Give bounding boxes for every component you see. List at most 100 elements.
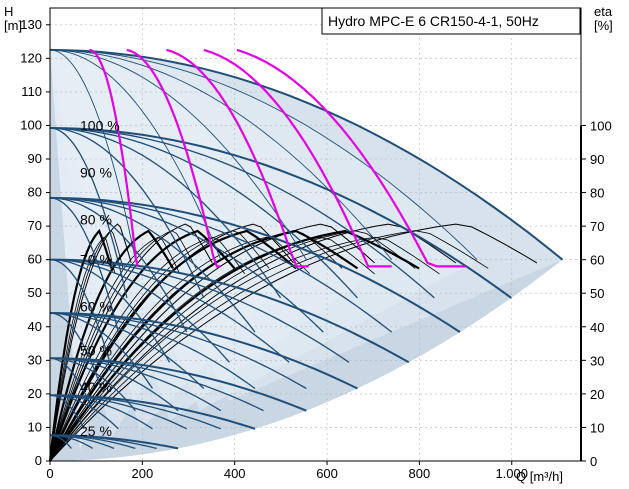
chart-title-box xyxy=(321,7,581,35)
y-tick-label: 110 xyxy=(21,84,42,99)
y2-axis-unit: [%] xyxy=(594,18,613,33)
system-curve-3 xyxy=(166,48,309,268)
y-tick-label: 130 xyxy=(20,17,42,32)
x-tick-label: 1.000 xyxy=(495,466,528,481)
y2-tick-label: 80 xyxy=(590,186,604,201)
head-curve xyxy=(49,312,154,389)
head-curve xyxy=(49,127,282,299)
system-curve-1 xyxy=(89,48,139,267)
head-curve xyxy=(49,312,256,390)
head-curve xyxy=(49,357,307,412)
system-curves xyxy=(89,48,466,268)
head-curve xyxy=(50,434,179,450)
system-curve-2 xyxy=(126,48,221,268)
x-tick-label: 0 xyxy=(46,466,53,481)
y2-tick-label: 100 xyxy=(590,118,612,133)
efficiency-curve-6 xyxy=(49,230,489,462)
head-curve xyxy=(49,258,290,363)
head-curve xyxy=(49,197,393,333)
efficiency-curve-3 xyxy=(49,230,270,462)
speed-label: 100 % xyxy=(80,117,120,133)
y-tick-label: 60 xyxy=(28,252,42,267)
efficiency-curve-bold-2 xyxy=(48,229,174,462)
head-curve xyxy=(49,127,205,299)
head-curve xyxy=(49,127,358,299)
efficiency-curve-2 xyxy=(49,236,181,462)
efficiency-curve-bold-1 xyxy=(48,228,113,462)
speed-label: 50 % xyxy=(80,342,112,358)
head-curve xyxy=(49,49,136,260)
y-tick-label: 100 xyxy=(20,117,42,132)
head-curve xyxy=(49,197,119,333)
y2-tick-label: 20 xyxy=(590,387,604,402)
stage-area-6 xyxy=(50,49,563,401)
x-tick-label: 800 xyxy=(409,466,431,481)
efficiency-curve-6 xyxy=(49,236,440,462)
speed-labels: 100 % 90 % 80 % 70 % 60 % 50 % 40 % 25 % xyxy=(80,117,120,438)
x-tick-label: 600 xyxy=(316,466,338,481)
speed-label: 90 % xyxy=(80,164,112,180)
head-curve xyxy=(49,312,358,390)
head-curve xyxy=(49,312,205,389)
head-curve xyxy=(49,127,128,299)
head-curve xyxy=(49,49,307,260)
efficiency-curve-bold-4 xyxy=(48,229,297,462)
y2-tick-label: 0 xyxy=(590,454,597,469)
y-tick-label: 70 xyxy=(28,218,42,233)
y-tick-label: 50 xyxy=(28,285,42,300)
head-curves xyxy=(49,48,564,450)
system-curve-5 xyxy=(236,48,466,268)
head-curve xyxy=(49,357,94,411)
efficiency-curve-4 xyxy=(49,223,375,462)
speed-label: 70 % xyxy=(80,252,112,268)
head-curve xyxy=(49,394,256,430)
head-curve xyxy=(49,357,136,412)
head-curve xyxy=(49,258,410,364)
speed-label: 60 % xyxy=(80,299,112,315)
y-axis-unit: [m] xyxy=(4,18,22,33)
head-curve xyxy=(49,48,564,261)
x-tick-label: 200 xyxy=(131,466,153,481)
system-curve-4 xyxy=(203,48,392,268)
y-axis-label: H xyxy=(4,4,13,19)
head-curve xyxy=(49,49,222,260)
efficiency-curve-3 xyxy=(49,236,246,462)
y-tick-label: 0 xyxy=(35,453,42,468)
efficiency-curve-5 xyxy=(49,230,416,462)
y2-tick-label: 40 xyxy=(590,320,604,335)
y2-tick-label: 90 xyxy=(590,152,604,167)
head-curve xyxy=(49,127,512,299)
y-tick-label: 90 xyxy=(28,151,42,166)
head-curve xyxy=(49,312,102,389)
y2-axis-label: eta xyxy=(594,4,613,19)
y-tick-label: 20 xyxy=(28,386,42,401)
efficiency-curve-4 xyxy=(49,236,310,462)
head-curve xyxy=(49,197,256,333)
y2-tick-label: 50 xyxy=(590,286,604,301)
y-tick-label: 10 xyxy=(28,419,42,434)
speed-label: 25 % xyxy=(80,423,112,439)
y2-tick-label: 60 xyxy=(590,253,604,268)
y2-tick-label: 70 xyxy=(590,219,604,234)
y-tick-label: 40 xyxy=(28,319,42,334)
speed-label: 40 % xyxy=(80,379,112,395)
speed-label: 80 % xyxy=(80,211,112,227)
y2-tick-label: 30 xyxy=(590,353,604,368)
efficiency-curve-1 xyxy=(49,230,124,462)
efficiency-curve-1 xyxy=(49,236,116,462)
y2-tick-label: 10 xyxy=(590,420,604,435)
efficiency-curve-bold-3 xyxy=(48,229,236,462)
head-curve xyxy=(49,197,188,333)
head-curve xyxy=(49,49,478,261)
head-curve xyxy=(49,197,324,333)
efficiency-curve-6 xyxy=(49,223,538,462)
head-curve xyxy=(49,127,435,299)
x-axis-label: Q [m³/h] xyxy=(516,469,563,484)
y-tick-label: 30 xyxy=(28,352,42,367)
head-curve xyxy=(49,196,461,333)
chart-title: Hydro MPC-E 6 CR150-4-1, 50Hz xyxy=(328,13,539,29)
y-tick-label: 80 xyxy=(28,185,42,200)
x-tick-label: 400 xyxy=(224,466,246,481)
